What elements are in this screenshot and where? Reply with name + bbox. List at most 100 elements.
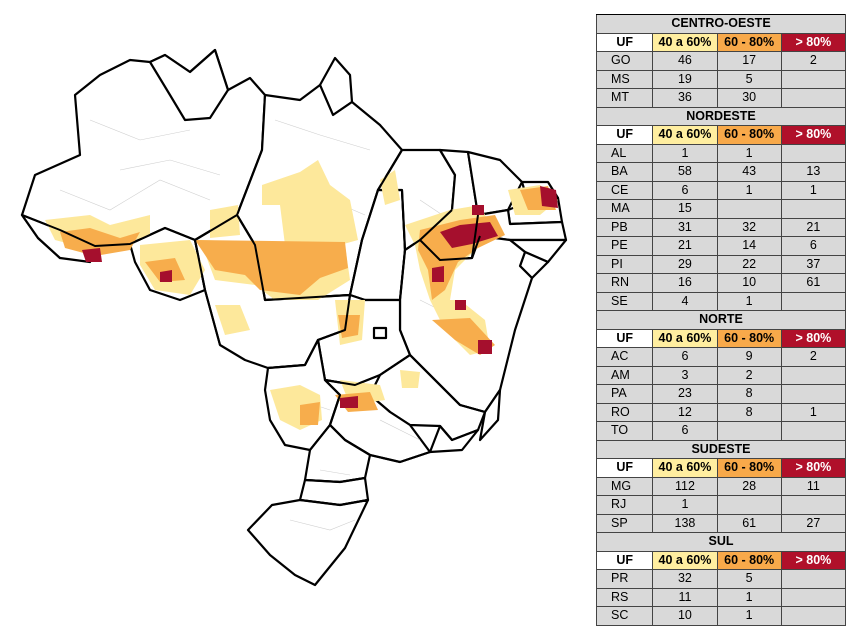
count-c2: 30 [716,88,782,108]
count-c2: 22 [716,254,782,274]
header-40-60: 40 a 60% [652,550,718,570]
table-header-row: UF 40 a 60% 60 - 80% > 80% [595,125,847,145]
header-uf: UF [595,328,654,348]
area-80-plus [478,340,492,354]
uf-code: AL [595,143,654,163]
count-c1: 31 [652,217,718,237]
count-c3: 6 [780,236,847,256]
uf-code: PE [595,236,654,256]
header-40-60: 40 a 60% [652,32,718,52]
count-c3: 27 [780,513,847,533]
state-shapes [20,48,568,587]
uf-code: RJ [595,495,654,515]
count-c3: 37 [780,254,847,274]
count-c1: 112 [652,476,718,496]
count-c1: 11 [652,587,718,607]
header-60-80: 60 - 80% [716,550,782,570]
count-c3: 11 [780,476,847,496]
count-c2: 14 [716,236,782,256]
count-c3 [780,143,847,163]
uf-code: AM [595,365,654,385]
table-row: GO 46 17 2 [595,51,847,71]
brazil-choropleth-map [20,48,568,587]
count-c2: 32 [716,217,782,237]
count-c2: 5 [716,569,782,589]
header-60-80: 60 - 80% [716,125,782,145]
count-c1: 4 [652,291,718,311]
table-row: MS 19 5 [595,69,847,89]
count-c3 [780,606,847,626]
count-c2: 8 [716,384,782,404]
table-row: BA 58 43 13 [595,162,847,182]
count-c1: 1 [652,495,718,515]
table-row: MT 36 30 [595,88,847,108]
state-borders-overlay [21,149,486,506]
count-c1: 6 [652,347,718,367]
count-c2: 1 [716,587,782,607]
uf-code: RS [595,587,654,607]
count-c1: 15 [652,199,718,219]
header-80-plus: > 80% [780,458,847,478]
uf-code: AC [595,347,654,367]
header-40-60: 40 a 60% [652,125,718,145]
count-c3 [780,495,847,515]
header-uf: UF [595,550,654,570]
area-60-80 [60,228,140,256]
vulnerability-table: CENTRO-OESTE UF 40 a 60% 60 - 80% > 80% GO 46 1… [595,14,847,626]
uf-code: PA [595,384,654,404]
table-header-row: UF 40 a 60% 60 - 80% > 80% [595,328,847,348]
header-80-plus: > 80% [780,32,847,52]
count-c3: 2 [780,347,847,367]
count-c3 [780,69,847,89]
count-c1: 32 [652,569,718,589]
count-c3 [780,587,847,607]
table-row: AL 1 1 [595,143,847,163]
uf-code: PB [595,217,654,237]
uf-code: MT [595,88,654,108]
uf-code: MA [595,199,654,219]
count-c1: 6 [652,421,718,441]
region-name: NORTE [596,310,846,330]
header-60-80: 60 - 80% [716,32,782,52]
count-c1: 6 [652,180,718,200]
count-c3: 1 [780,402,847,422]
region-row: NORTE [596,310,846,330]
header-uf: UF [595,125,654,145]
count-c1: 10 [652,606,718,626]
header-80-plus: > 80% [780,550,847,570]
count-c1: 36 [652,88,718,108]
uf-code: MS [595,69,654,89]
count-c3: 13 [780,162,847,182]
uf-code: PR [595,569,654,589]
header-uf: UF [595,32,654,52]
region-row: CENTRO-OESTE [596,14,846,34]
area-80-plus [472,205,484,215]
region-row: NORDESTE [596,106,846,126]
region-row: SUL [596,532,846,552]
table-row: PI 29 22 37 [595,254,847,274]
count-c2: 61 [716,513,782,533]
uf-code: SE [595,291,654,311]
table-row: MG 112 28 11 [595,476,847,496]
state-shape-espirito-santo [478,388,502,442]
area-80-plus [340,396,358,408]
count-c2: 1 [716,180,782,200]
header-80-plus: > 80% [780,125,847,145]
state-shape-rio-grande-do-sul [246,498,370,587]
table-row: SC 10 1 [595,606,847,626]
table-header-row: UF 40 a 60% 60 - 80% > 80% [595,550,847,570]
region-name: SUL [596,532,846,552]
count-c3 [780,199,847,219]
region-name: SUDESTE [596,439,846,459]
count-c2: 1 [716,606,782,626]
table-header-row: UF 40 a 60% 60 - 80% > 80% [595,458,847,478]
count-c2: 8 [716,402,782,422]
header-80-plus: > 80% [780,328,847,348]
table-row: MA 15 [595,199,847,219]
region-name: CENTRO-OESTE [596,14,846,34]
count-c1: 16 [652,273,718,293]
area-40-60 [400,370,420,388]
table-row: SE 4 1 [595,291,847,311]
uf-code: PI [595,254,654,274]
header-60-80: 60 - 80% [716,458,782,478]
